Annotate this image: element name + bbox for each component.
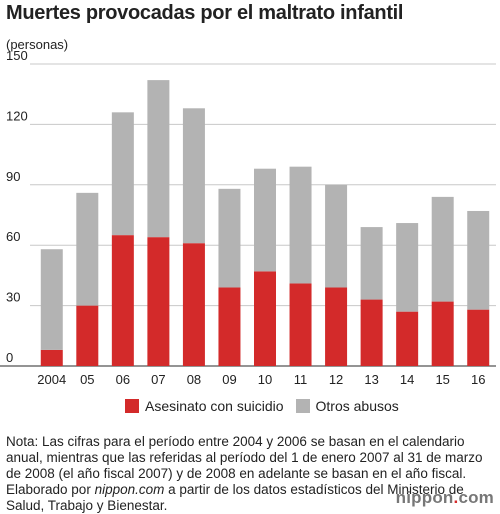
bar-otros-13 bbox=[360, 227, 383, 300]
x-tick-label: 10 bbox=[258, 372, 272, 387]
bar-asesinato-10 bbox=[254, 271, 276, 366]
source-link: nippon.com bbox=[94, 482, 165, 497]
bar-asesinato-08 bbox=[182, 243, 205, 366]
y-tick-labels: 0 30 60 90 120 150 bbox=[6, 48, 28, 365]
legend-item-asesinato: Asesinato con suicidio bbox=[125, 398, 284, 414]
x-tick-label: 16 bbox=[471, 372, 485, 387]
x-tick-labels: 2004 05 06 07 08 09 10 11 12 13 14 15 16 bbox=[37, 372, 485, 387]
bar-otros-2004 bbox=[40, 249, 63, 350]
footnote-text: Nota: Las cifras para el período entre 2… bbox=[6, 434, 483, 481]
footnote: Nota: Las cifras para el período entre 2… bbox=[6, 434, 496, 514]
x-tick-label: 11 bbox=[294, 372, 308, 387]
legend-swatch-red bbox=[125, 399, 139, 413]
bar-otros-10 bbox=[254, 168, 276, 272]
bars bbox=[40, 80, 490, 366]
bar-asesinato-14 bbox=[396, 311, 419, 366]
x-tick-label: 06 bbox=[116, 372, 130, 387]
bar-otros-09 bbox=[218, 188, 241, 288]
stacked-bar-chart: 0 30 60 90 120 150 2004 05 06 07 08 09 10 11 12 13 14 15… bbox=[0, 48, 496, 387]
bar-asesinato-2004 bbox=[40, 349, 63, 366]
x-tick-label: 12 bbox=[329, 372, 343, 387]
bar-otros-05 bbox=[76, 192, 99, 306]
bar-asesinato-16 bbox=[467, 309, 490, 366]
bar-otros-14 bbox=[396, 223, 419, 312]
legend-label: Asesinato con suicidio bbox=[145, 398, 284, 414]
bar-asesinato-07 bbox=[147, 237, 170, 366]
legend: Asesinato con suicidio Otros abusos bbox=[125, 398, 411, 414]
x-tick-label: 08 bbox=[187, 372, 201, 387]
bar-asesinato-11 bbox=[289, 283, 312, 366]
bar-otros-08 bbox=[182, 108, 205, 244]
x-tick-label: 13 bbox=[364, 372, 378, 387]
y-tick-label: 0 bbox=[6, 350, 13, 365]
legend-label: Otros abusos bbox=[315, 398, 399, 414]
bar-otros-16 bbox=[467, 210, 490, 310]
bar-asesinato-06 bbox=[111, 235, 134, 366]
nippon-logo: nippon.com bbox=[395, 488, 494, 507]
y-tick-label: 60 bbox=[6, 229, 20, 244]
bar-otros-12 bbox=[325, 184, 348, 288]
y-tick-label: 120 bbox=[6, 108, 28, 123]
bar-otros-15 bbox=[431, 196, 454, 302]
legend-item-otros: Otros abusos bbox=[295, 398, 399, 414]
bar-asesinato-15 bbox=[431, 301, 454, 366]
bar-otros-07 bbox=[147, 80, 170, 238]
y-tick-label: 90 bbox=[6, 169, 20, 184]
source-suffix: a partir de los datos estadísticos del M… bbox=[6, 482, 464, 513]
x-tick-label: 14 bbox=[400, 372, 414, 387]
x-tick-label: 09 bbox=[222, 372, 236, 387]
legend-swatch-gray bbox=[295, 399, 310, 413]
bar-asesinato-13 bbox=[360, 299, 383, 366]
bar-otros-11 bbox=[289, 166, 312, 284]
x-tick-label: 2004 bbox=[37, 372, 66, 387]
bar-asesinato-09 bbox=[218, 287, 241, 366]
y-tick-label: 150 bbox=[6, 48, 28, 63]
x-tick-label: 07 bbox=[151, 372, 165, 387]
bar-asesinato-05 bbox=[76, 305, 99, 366]
grid-lines bbox=[0, 63, 496, 367]
chart-title: Muertes provocadas por el maltrato infan… bbox=[6, 2, 404, 24]
bar-asesinato-12 bbox=[325, 287, 348, 366]
y-axis-unit-label: (personas) bbox=[6, 37, 69, 52]
bar-otros-06 bbox=[111, 112, 134, 236]
y-tick-label: 30 bbox=[6, 290, 20, 305]
x-tick-label: 15 bbox=[435, 372, 449, 387]
x-tick-label: 05 bbox=[80, 372, 94, 387]
source-prefix: Elaborado por bbox=[6, 482, 95, 497]
